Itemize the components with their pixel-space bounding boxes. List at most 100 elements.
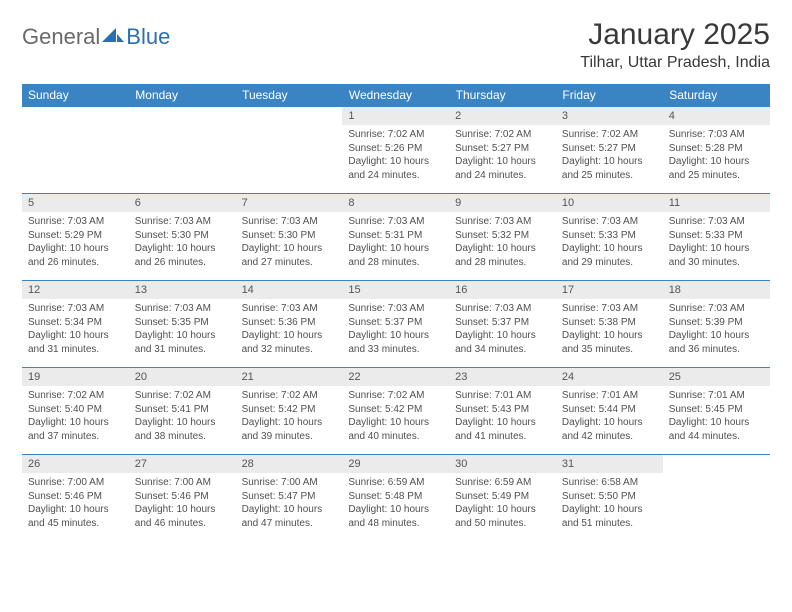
calendar-cell <box>129 107 236 194</box>
day-details: Sunrise: 7:02 AMSunset: 5:42 PMDaylight:… <box>342 386 449 446</box>
day-number: 5 <box>22 194 129 212</box>
day-details: Sunrise: 7:03 AMSunset: 5:33 PMDaylight:… <box>556 212 663 272</box>
day-details: Sunrise: 7:03 AMSunset: 5:29 PMDaylight:… <box>22 212 129 272</box>
day-number: 18 <box>663 281 770 299</box>
day-details: Sunrise: 7:00 AMSunset: 5:46 PMDaylight:… <box>22 473 129 533</box>
calendar-cell: 7Sunrise: 7:03 AMSunset: 5:30 PMDaylight… <box>236 194 343 281</box>
calendar-cell: 30Sunrise: 6:59 AMSunset: 5:49 PMDayligh… <box>449 455 556 542</box>
calendar-cell: 14Sunrise: 7:03 AMSunset: 5:36 PMDayligh… <box>236 281 343 368</box>
day-details: Sunrise: 7:01 AMSunset: 5:44 PMDaylight:… <box>556 386 663 446</box>
day-details: Sunrise: 7:02 AMSunset: 5:26 PMDaylight:… <box>342 125 449 185</box>
logo-text-blue: Blue <box>126 24 170 50</box>
day-number: 10 <box>556 194 663 212</box>
day-details: Sunrise: 7:01 AMSunset: 5:43 PMDaylight:… <box>449 386 556 446</box>
day-details: Sunrise: 7:03 AMSunset: 5:34 PMDaylight:… <box>22 299 129 359</box>
day-number: 19 <box>22 368 129 386</box>
day-details: Sunrise: 7:02 AMSunset: 5:27 PMDaylight:… <box>449 125 556 185</box>
calendar-cell: 29Sunrise: 6:59 AMSunset: 5:48 PMDayligh… <box>342 455 449 542</box>
calendar-cell: 21Sunrise: 7:02 AMSunset: 5:42 PMDayligh… <box>236 368 343 455</box>
calendar-week: 26Sunrise: 7:00 AMSunset: 5:46 PMDayligh… <box>22 455 770 542</box>
day-number: 21 <box>236 368 343 386</box>
calendar-cell: 23Sunrise: 7:01 AMSunset: 5:43 PMDayligh… <box>449 368 556 455</box>
dow-header: Thursday <box>449 84 556 107</box>
logo-sail-icon <box>102 26 124 49</box>
calendar-cell: 13Sunrise: 7:03 AMSunset: 5:35 PMDayligh… <box>129 281 236 368</box>
day-number: 25 <box>663 368 770 386</box>
day-details: Sunrise: 7:03 AMSunset: 5:37 PMDaylight:… <box>449 299 556 359</box>
calendar-cell: 20Sunrise: 7:02 AMSunset: 5:41 PMDayligh… <box>129 368 236 455</box>
logo-text-general: General <box>22 24 100 50</box>
day-details: Sunrise: 7:03 AMSunset: 5:37 PMDaylight:… <box>342 299 449 359</box>
day-number: 23 <box>449 368 556 386</box>
header: General Blue January 2025 Tilhar, Uttar … <box>22 18 770 72</box>
day-details: Sunrise: 7:03 AMSunset: 5:30 PMDaylight:… <box>129 212 236 272</box>
calendar-cell: 19Sunrise: 7:02 AMSunset: 5:40 PMDayligh… <box>22 368 129 455</box>
day-details <box>236 125 343 131</box>
day-number <box>22 107 129 125</box>
day-number <box>663 455 770 473</box>
calendar-cell: 26Sunrise: 7:00 AMSunset: 5:46 PMDayligh… <box>22 455 129 542</box>
logo: General Blue <box>22 18 170 50</box>
day-details: Sunrise: 6:58 AMSunset: 5:50 PMDaylight:… <box>556 473 663 533</box>
month-title: January 2025 <box>580 18 770 52</box>
day-number <box>236 107 343 125</box>
calendar-cell: 3Sunrise: 7:02 AMSunset: 5:27 PMDaylight… <box>556 107 663 194</box>
calendar-cell <box>22 107 129 194</box>
day-details: Sunrise: 7:03 AMSunset: 5:38 PMDaylight:… <box>556 299 663 359</box>
day-details: Sunrise: 7:03 AMSunset: 5:32 PMDaylight:… <box>449 212 556 272</box>
day-number: 20 <box>129 368 236 386</box>
day-details: Sunrise: 7:03 AMSunset: 5:33 PMDaylight:… <box>663 212 770 272</box>
day-number: 1 <box>342 107 449 125</box>
day-number: 22 <box>342 368 449 386</box>
calendar-cell: 4Sunrise: 7:03 AMSunset: 5:28 PMDaylight… <box>663 107 770 194</box>
day-details <box>22 125 129 131</box>
day-number: 2 <box>449 107 556 125</box>
day-number: 3 <box>556 107 663 125</box>
dow-header: Sunday <box>22 84 129 107</box>
calendar-cell <box>236 107 343 194</box>
day-details <box>663 473 770 479</box>
calendar-cell: 8Sunrise: 7:03 AMSunset: 5:31 PMDaylight… <box>342 194 449 281</box>
calendar-cell: 25Sunrise: 7:01 AMSunset: 5:45 PMDayligh… <box>663 368 770 455</box>
day-details: Sunrise: 7:02 AMSunset: 5:27 PMDaylight:… <box>556 125 663 185</box>
calendar-cell: 5Sunrise: 7:03 AMSunset: 5:29 PMDaylight… <box>22 194 129 281</box>
day-details <box>129 125 236 131</box>
calendar-cell: 2Sunrise: 7:02 AMSunset: 5:27 PMDaylight… <box>449 107 556 194</box>
calendar-cell: 24Sunrise: 7:01 AMSunset: 5:44 PMDayligh… <box>556 368 663 455</box>
calendar-cell: 6Sunrise: 7:03 AMSunset: 5:30 PMDaylight… <box>129 194 236 281</box>
calendar-cell: 15Sunrise: 7:03 AMSunset: 5:37 PMDayligh… <box>342 281 449 368</box>
calendar-cell: 17Sunrise: 7:03 AMSunset: 5:38 PMDayligh… <box>556 281 663 368</box>
day-details: Sunrise: 7:03 AMSunset: 5:36 PMDaylight:… <box>236 299 343 359</box>
day-number: 15 <box>342 281 449 299</box>
day-number: 14 <box>236 281 343 299</box>
day-number <box>129 107 236 125</box>
calendar-cell: 16Sunrise: 7:03 AMSunset: 5:37 PMDayligh… <box>449 281 556 368</box>
day-number: 6 <box>129 194 236 212</box>
day-number: 17 <box>556 281 663 299</box>
calendar-week: 12Sunrise: 7:03 AMSunset: 5:34 PMDayligh… <box>22 281 770 368</box>
calendar-cell: 10Sunrise: 7:03 AMSunset: 5:33 PMDayligh… <box>556 194 663 281</box>
calendar-cell: 11Sunrise: 7:03 AMSunset: 5:33 PMDayligh… <box>663 194 770 281</box>
day-number: 31 <box>556 455 663 473</box>
day-number: 4 <box>663 107 770 125</box>
day-details: Sunrise: 7:02 AMSunset: 5:40 PMDaylight:… <box>22 386 129 446</box>
day-details: Sunrise: 7:02 AMSunset: 5:42 PMDaylight:… <box>236 386 343 446</box>
calendar-cell: 18Sunrise: 7:03 AMSunset: 5:39 PMDayligh… <box>663 281 770 368</box>
calendar-week: 19Sunrise: 7:02 AMSunset: 5:40 PMDayligh… <box>22 368 770 455</box>
calendar-body: 1Sunrise: 7:02 AMSunset: 5:26 PMDaylight… <box>22 107 770 542</box>
location: Tilhar, Uttar Pradesh, India <box>580 54 770 72</box>
day-details: Sunrise: 7:02 AMSunset: 5:41 PMDaylight:… <box>129 386 236 446</box>
day-details: Sunrise: 6:59 AMSunset: 5:48 PMDaylight:… <box>342 473 449 533</box>
day-details: Sunrise: 7:00 AMSunset: 5:46 PMDaylight:… <box>129 473 236 533</box>
calendar-table: SundayMondayTuesdayWednesdayThursdayFrid… <box>22 84 770 542</box>
day-number: 13 <box>129 281 236 299</box>
title-block: January 2025 Tilhar, Uttar Pradesh, Indi… <box>580 18 770 72</box>
calendar-cell: 31Sunrise: 6:58 AMSunset: 5:50 PMDayligh… <box>556 455 663 542</box>
day-number: 8 <box>342 194 449 212</box>
dow-header: Friday <box>556 84 663 107</box>
calendar-cell: 28Sunrise: 7:00 AMSunset: 5:47 PMDayligh… <box>236 455 343 542</box>
dow-header: Wednesday <box>342 84 449 107</box>
day-number: 30 <box>449 455 556 473</box>
day-details: Sunrise: 7:03 AMSunset: 5:35 PMDaylight:… <box>129 299 236 359</box>
day-number: 9 <box>449 194 556 212</box>
